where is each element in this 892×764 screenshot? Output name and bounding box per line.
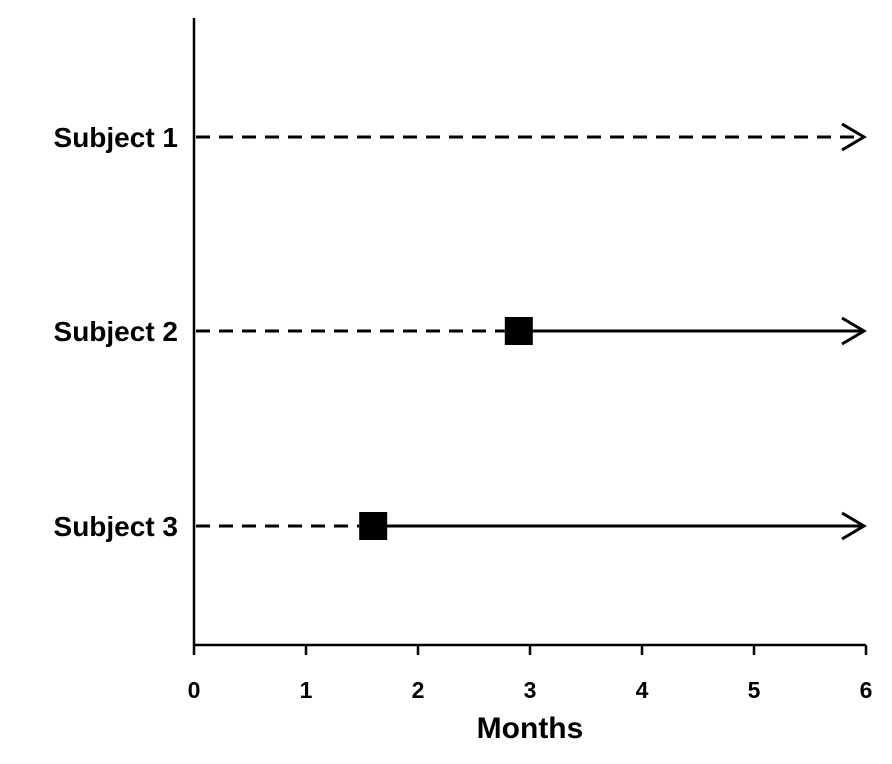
x-tick-label: 3 <box>524 677 537 703</box>
subject-row: Subject 3 <box>54 511 867 542</box>
subject-label: Subject 1 <box>54 122 178 153</box>
x-tick-label: 0 <box>188 677 201 703</box>
subject-rows: Subject 1 Subject 2 Subject 3 <box>54 122 867 542</box>
x-axis-title: Months <box>477 712 584 745</box>
arrowhead <box>841 122 867 152</box>
subject-label: Subject 3 <box>54 511 178 542</box>
x-axis-ticks: 0 1 2 3 4 5 6 <box>188 645 873 703</box>
x-tick-label: 1 <box>300 677 313 703</box>
subject-row: Subject 1 <box>54 122 867 153</box>
x-tick-label: 6 <box>860 677 873 703</box>
x-tick-label: 5 <box>748 677 761 703</box>
x-tick-label: 2 <box>412 677 425 703</box>
event-marker <box>504 317 533 345</box>
subject-label: Subject 2 <box>54 316 178 347</box>
subject-row: Subject 2 <box>54 316 867 347</box>
event-marker <box>359 512 388 540</box>
arrowhead <box>841 511 867 541</box>
x-tick-label: 4 <box>636 677 649 703</box>
arrowhead <box>841 316 867 346</box>
